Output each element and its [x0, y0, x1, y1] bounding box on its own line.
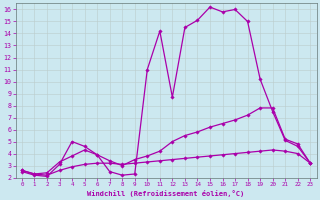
X-axis label: Windchill (Refroidissement éolien,°C): Windchill (Refroidissement éolien,°C) — [87, 190, 245, 197]
